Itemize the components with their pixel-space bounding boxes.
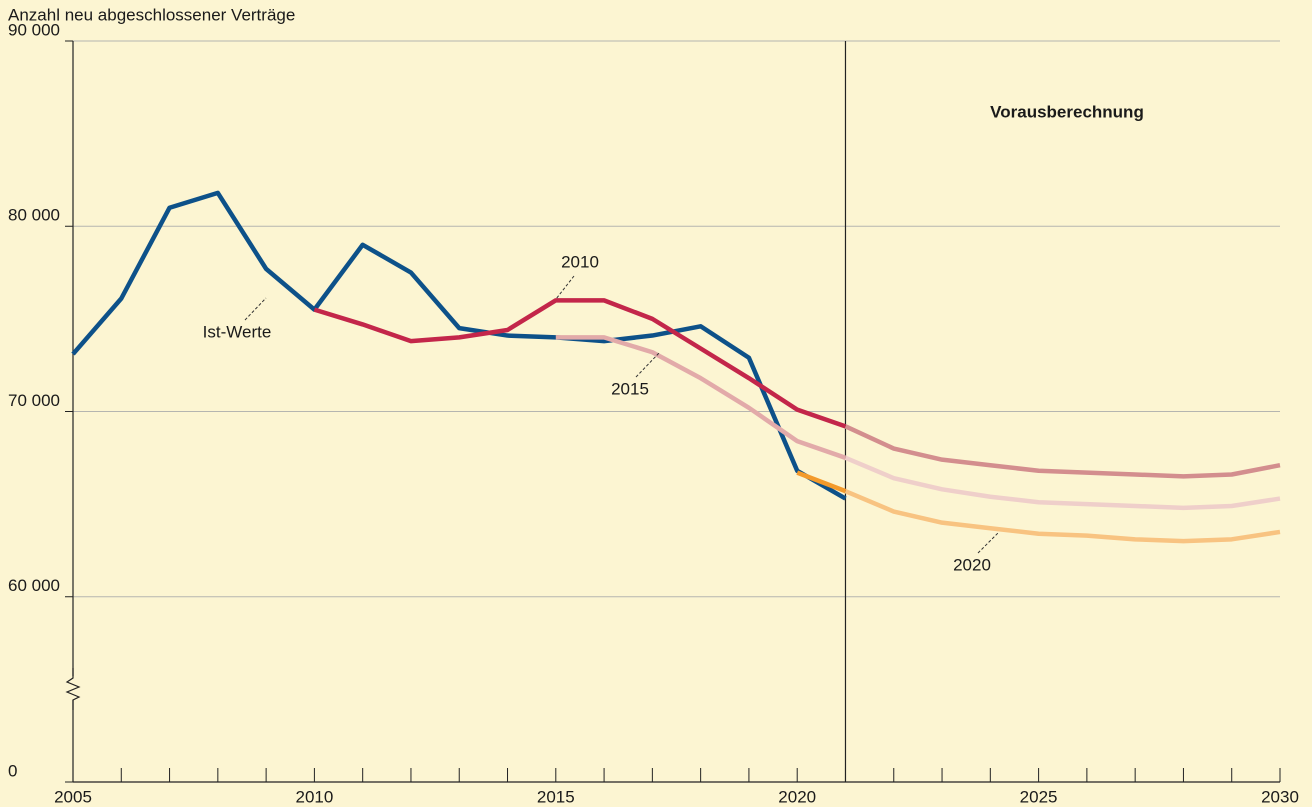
label-leader [635, 351, 661, 378]
series-line [313, 298, 847, 429]
series-label: 2020 [953, 555, 991, 574]
series-line [844, 455, 1281, 511]
y-tick-label: 70 000 [8, 391, 60, 410]
label-leader [244, 297, 267, 321]
series-line [844, 489, 1281, 544]
series-line [796, 470, 847, 494]
y-axis-label: Anzahl neu abgeschlossener Verträge [8, 5, 295, 24]
series-label: 2010 [561, 252, 599, 271]
x-tick-label: 2025 [1020, 787, 1058, 806]
x-tick-label: 2030 [1261, 787, 1299, 806]
y-tick-label: 0 [8, 761, 17, 780]
series-label: Ist-Werte [203, 322, 272, 341]
x-tick-label: 2005 [54, 787, 92, 806]
x-tick-label: 2010 [295, 787, 333, 806]
annotation: Vorausberechnung [990, 102, 1144, 121]
series-line [555, 335, 847, 460]
x-tick-label: 2020 [778, 787, 816, 806]
series-line [71, 190, 847, 501]
axis-break-gap [67, 676, 79, 700]
x-tick-label: 2015 [537, 787, 575, 806]
series-label: 2015 [611, 379, 649, 398]
series-line [844, 424, 1281, 479]
y-tick-label: 60 000 [8, 576, 60, 595]
y-tick-label: 90 000 [8, 20, 60, 39]
axis-break [65, 668, 81, 710]
y-tick-label: 80 000 [8, 206, 60, 225]
